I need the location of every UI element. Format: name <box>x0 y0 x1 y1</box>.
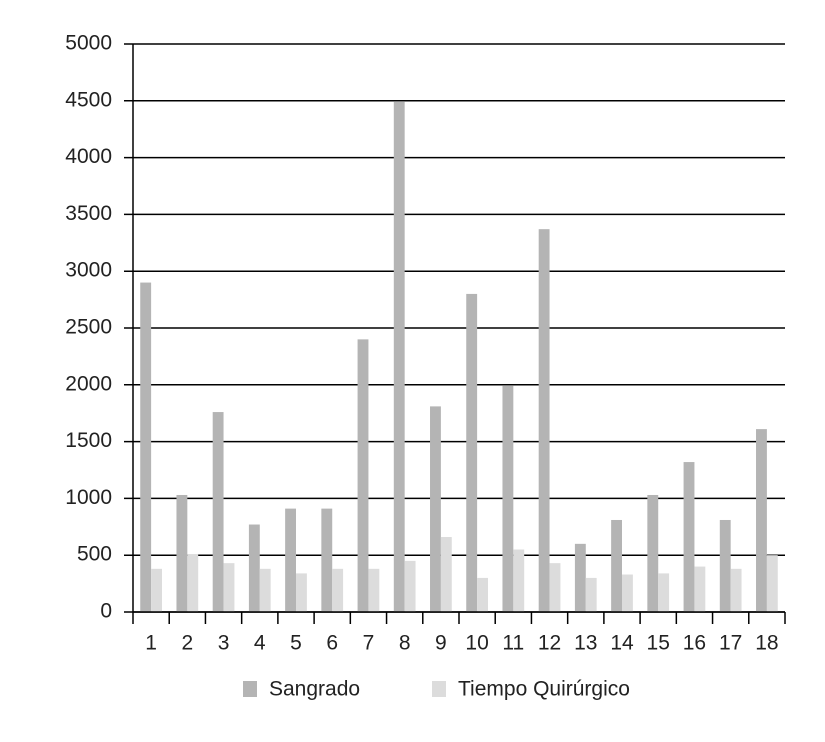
bar <box>332 568 344 612</box>
x-tick-label: 14 <box>610 632 634 655</box>
y-tick-label: 3000 <box>65 259 112 282</box>
bar <box>368 568 380 612</box>
bar <box>466 293 478 612</box>
bar <box>440 537 452 612</box>
bar <box>585 577 597 612</box>
y-tick-label: 5000 <box>65 32 112 55</box>
bar <box>766 555 778 612</box>
x-tick-label: 13 <box>574 632 597 655</box>
x-tick-label: 18 <box>755 632 778 655</box>
y-tick-label: 4500 <box>65 88 112 111</box>
x-tick-label: 4 <box>254 632 266 655</box>
y-tick-label: 2000 <box>65 372 112 395</box>
bar <box>502 385 514 612</box>
y-tick-label: 1500 <box>65 429 112 452</box>
bar <box>357 339 369 612</box>
y-tick-label: 4000 <box>65 145 112 168</box>
x-tick-label: 7 <box>363 632 375 655</box>
bar <box>140 282 152 612</box>
bar <box>259 568 271 612</box>
bar <box>647 494 659 612</box>
x-tick-label: 11 <box>502 632 524 655</box>
bar <box>296 573 307 612</box>
bar <box>538 229 550 612</box>
bar <box>477 577 488 612</box>
bar <box>212 412 224 612</box>
x-tick-label: 9 <box>435 632 447 655</box>
x-tick-label: 1 <box>145 632 157 655</box>
y-tick-label: 0 <box>100 600 112 623</box>
bar <box>223 563 235 612</box>
x-tick-label: 10 <box>465 632 488 655</box>
bar <box>658 573 670 612</box>
y-tick-label: 3500 <box>65 202 112 225</box>
bar <box>248 524 260 612</box>
x-tick-label: 16 <box>683 632 706 655</box>
bar <box>756 429 767 612</box>
bar <box>321 508 333 612</box>
bar <box>513 549 525 612</box>
y-tick-label: 1000 <box>65 486 112 509</box>
y-tick-label: 500 <box>77 543 112 566</box>
bar <box>404 560 416 612</box>
bar <box>611 519 622 612</box>
x-tick-label: 17 <box>719 632 742 655</box>
x-tick-label: 2 <box>181 632 193 655</box>
bar <box>694 566 706 612</box>
bar <box>683 462 695 612</box>
x-tick-label: 5 <box>290 632 302 655</box>
bar <box>719 519 731 612</box>
bar <box>285 508 296 612</box>
legend-label: Tiempo Quirúrgico <box>458 678 630 701</box>
bar <box>622 574 633 612</box>
x-tick-label: 6 <box>326 632 338 655</box>
x-tick-label: 15 <box>647 632 670 655</box>
legend-label: Sangrado <box>269 678 360 701</box>
y-tick-label: 2500 <box>65 316 112 339</box>
bar <box>393 101 405 612</box>
x-tick-label: 3 <box>218 632 230 655</box>
bar <box>151 568 162 612</box>
bar <box>430 406 441 612</box>
bar <box>574 543 586 612</box>
bar <box>176 494 188 612</box>
x-tick-label: 12 <box>538 632 561 655</box>
bar <box>549 563 561 612</box>
legend-swatch <box>432 681 446 697</box>
legend-swatch <box>243 681 257 697</box>
bar <box>730 568 742 612</box>
bar <box>187 554 199 612</box>
x-tick-label: 8 <box>399 632 411 655</box>
